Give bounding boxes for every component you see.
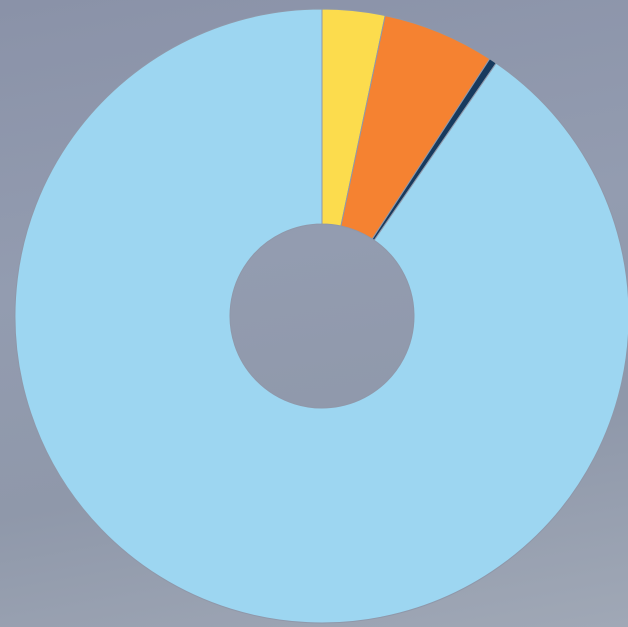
chart [0,0,628,627]
page: (() => { const data = JSON.parse(documen… [0,0,628,627]
donut-slice [15,9,628,623]
